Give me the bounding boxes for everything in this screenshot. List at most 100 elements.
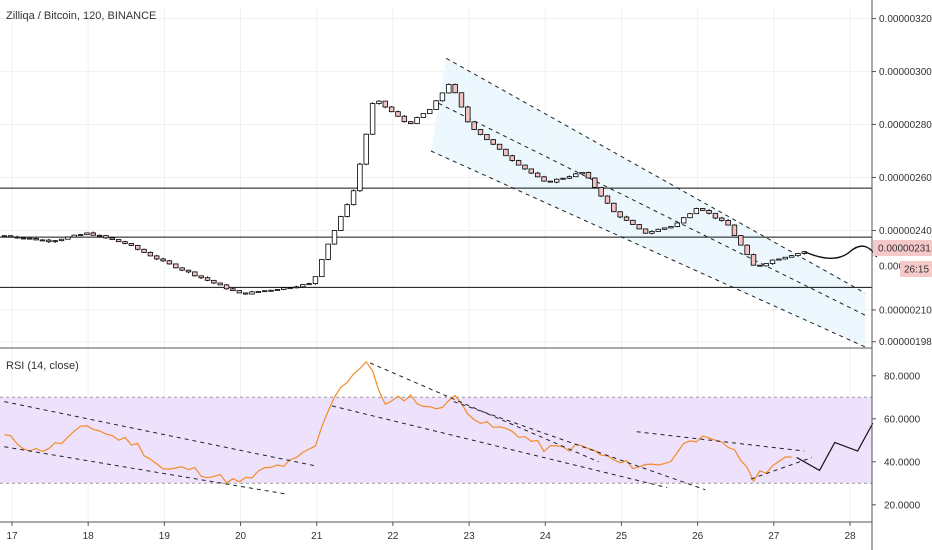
candle-bull [65, 236, 71, 240]
candle-bull [344, 204, 350, 217]
candle-bear [706, 210, 712, 214]
candle-bear [534, 172, 541, 178]
time-tick-label: 23 [464, 531, 476, 542]
price-tick-label: 0.00000280 [879, 120, 932, 131]
price-tick-label: 0.00000320 [879, 14, 932, 25]
candle-bear [204, 277, 211, 281]
candle-bull [350, 190, 357, 206]
candle-bull [249, 291, 255, 295]
time-tick-label: 20 [235, 531, 247, 542]
chart-title: Zilliqa / Bitcoin, 120, BINANCE [6, 10, 157, 22]
candle-bear [90, 232, 96, 236]
candle-bear [604, 195, 611, 204]
rsi-tick-label: 20.0000 [884, 500, 921, 511]
candle-bull [300, 284, 306, 288]
candle-bull [77, 234, 84, 237]
candle-bear [515, 160, 522, 166]
candle-bear [236, 290, 242, 294]
rsi-tick-label: 80.0000 [884, 371, 921, 382]
countdown-label: 26:15 [904, 265, 929, 276]
candle-bull [433, 100, 439, 110]
candle-bull [769, 259, 776, 264]
candle-bear [160, 258, 166, 262]
candle-bull [687, 213, 693, 219]
candle-bull [357, 163, 363, 192]
candle-bear [522, 164, 528, 170]
candle-bull [255, 291, 262, 293]
candle-bear [401, 115, 408, 123]
candle-bear [179, 267, 185, 271]
countdown-badge [900, 261, 932, 277]
candle-bear [738, 235, 744, 246]
price-tick-label-partial: 0.000 [879, 262, 904, 273]
candle-bull [71, 234, 77, 238]
candle-bull [312, 276, 319, 285]
time-tick-label: 24 [540, 531, 552, 542]
time-tick-label: 27 [768, 531, 780, 542]
rsi-trend-line [4, 401, 317, 467]
time-tick-label: 21 [311, 531, 323, 542]
rsi-trend-line [369, 362, 599, 463]
price-projection-curve [804, 245, 878, 260]
time-tick-label: 28 [844, 531, 856, 542]
candle-bull [668, 226, 674, 229]
candle-bull [414, 117, 420, 124]
rsi-tick-label: 40.0000 [884, 457, 921, 468]
candle-bear [471, 121, 477, 130]
candle-bear [636, 224, 642, 230]
candle-bull [674, 222, 681, 227]
candle-bear [477, 129, 484, 135]
time-tick-label: 18 [83, 531, 95, 542]
candle-bull [325, 243, 331, 260]
candle-bear [592, 177, 598, 188]
candle-bear [750, 254, 757, 266]
candle-bear [744, 244, 750, 256]
time-tick-label: 25 [616, 531, 628, 542]
candle-bull [369, 103, 376, 135]
time-tick-label: 17 [6, 531, 18, 542]
candle-bear [141, 248, 147, 253]
candle-bear [757, 264, 763, 267]
candle-bear [122, 241, 128, 244]
candle-bear [223, 284, 230, 290]
rsi-tick-label: 60.0000 [884, 414, 921, 425]
candle-bear [134, 244, 141, 250]
price-tick-label: 0.00000300 [879, 67, 932, 78]
candle-bear [96, 234, 103, 237]
candle-bear [623, 216, 630, 221]
candle-bear [407, 121, 414, 124]
price-tick-label: 0.00000260 [879, 173, 932, 184]
candle-bull [58, 238, 65, 242]
candle-bear [1, 235, 8, 238]
rsi-band [0, 397, 872, 484]
candle-bear [611, 202, 617, 213]
candle-bull [655, 228, 661, 232]
candle-bull [554, 178, 560, 183]
candle-bear [725, 220, 731, 226]
price-tick-label: 0.00000210 [879, 305, 932, 316]
candle-bear [541, 176, 547, 182]
candle-bull [274, 289, 281, 291]
candle-bear [185, 269, 192, 273]
candle-bull [446, 83, 452, 94]
candle-bear [103, 235, 109, 239]
candle-bear [642, 228, 649, 234]
candle-bull [306, 283, 312, 286]
time-tick-label: 22 [387, 531, 399, 542]
candle-bull [763, 263, 769, 267]
candle-bull [319, 259, 325, 278]
rsi-projection-path [796, 422, 874, 472]
candle-bear [154, 255, 160, 260]
candle-bear [731, 224, 738, 236]
candle-bear [230, 288, 236, 291]
candle-bear [496, 143, 503, 150]
candle-bull [287, 287, 293, 290]
price-tick-label: 0.00000240 [879, 226, 932, 237]
candle-bull [268, 289, 274, 292]
candle-bear [465, 106, 471, 123]
candle-bear [528, 168, 535, 174]
candle-bull [579, 172, 585, 175]
candle-bull [693, 208, 700, 215]
